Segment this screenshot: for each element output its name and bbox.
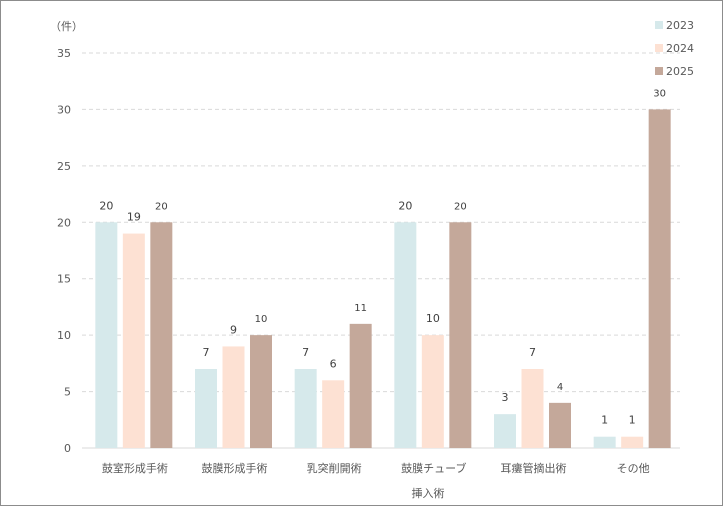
bar-2025 [150, 222, 173, 448]
data-label: 20 [454, 201, 467, 212]
gridlines [82, 52, 680, 449]
data-label: 20 [398, 199, 412, 212]
legend-label: 2023 [666, 19, 694, 32]
y-axis-unit-label: （件） [50, 20, 83, 33]
x-axis-categories: 鼓室形成手術 鼓膜形成手術 乳突削開術 鼓膜チューブ 耳瘻管摘出術 その他 [102, 461, 650, 475]
data-label: 4 [557, 382, 563, 393]
bar-2023 [394, 222, 417, 448]
data-label: 9 [230, 323, 237, 336]
legend-swatch [655, 21, 663, 29]
y-tick-label: 15 [57, 273, 71, 286]
x-category-label: 乳突削開術 [307, 461, 362, 475]
y-axis-ticks: 0 5 10 15 20 25 30 35 [57, 47, 71, 455]
y-tick-label: 25 [57, 160, 71, 173]
bar-2025 [349, 323, 372, 448]
legend-label: 2024 [666, 42, 694, 55]
bar-2025 [648, 109, 671, 448]
data-label: 10 [255, 314, 268, 325]
bar-2023 [593, 436, 616, 448]
bar-2024 [521, 369, 544, 448]
bar-2025 [250, 335, 272, 448]
legend-swatch [655, 44, 663, 52]
bars [95, 109, 671, 448]
bar-2024 [421, 335, 444, 448]
x-category-label: 耳瘻管摘出術 [501, 461, 567, 475]
bar-2024 [122, 233, 145, 448]
legend-swatch [655, 67, 663, 75]
y-tick-label: 10 [57, 329, 71, 342]
data-label: 7 [529, 346, 536, 359]
bar-2024 [322, 380, 345, 448]
data-label: 19 [127, 211, 141, 224]
data-label: 11 [354, 303, 367, 314]
y-tick-label: 30 [57, 103, 71, 116]
data-label: 1 [629, 414, 636, 427]
data-label: 7 [302, 346, 309, 359]
bar-2024 [621, 436, 644, 448]
legend: 2023 2024 2025 [655, 19, 694, 78]
bar-2023 [95, 222, 118, 448]
legend-label: 2025 [666, 65, 694, 78]
bar-2023 [195, 369, 217, 448]
bar-2023 [294, 369, 317, 448]
bar-2025 [549, 402, 571, 448]
data-label: 30 [653, 88, 666, 99]
data-label: 1 [601, 414, 608, 427]
bar-2024 [222, 346, 245, 448]
y-tick-label: 20 [57, 216, 71, 229]
data-label: 20 [155, 201, 168, 212]
x-axis-title: 挿入術 [412, 486, 445, 500]
x-category-label: 鼓室形成手術 [102, 461, 168, 475]
data-label: 20 [99, 199, 113, 212]
bar-2023 [494, 414, 516, 448]
data-label: 10 [426, 312, 440, 325]
y-tick-label: 0 [64, 442, 71, 455]
x-category-label: 鼓膜チューブ [401, 461, 466, 475]
y-tick-label: 5 [64, 386, 71, 399]
data-label: 3 [502, 391, 509, 404]
data-label: 7 [203, 346, 210, 359]
data-label: 6 [330, 357, 337, 370]
bar-2025 [449, 222, 472, 448]
x-category-label: 鼓膜形成手術 [202, 461, 268, 475]
x-category-label: その他 [617, 462, 650, 475]
y-tick-label: 35 [57, 47, 71, 60]
